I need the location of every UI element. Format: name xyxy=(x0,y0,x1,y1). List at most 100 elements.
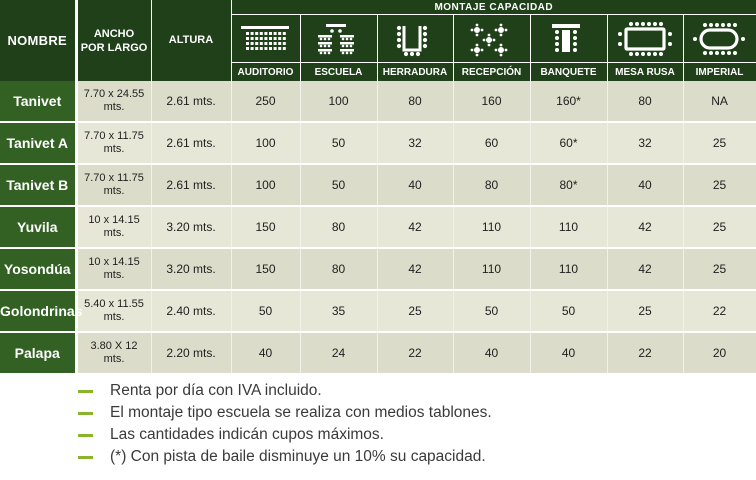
horseshoe-seating-icon xyxy=(378,20,453,58)
room-dimensions: 10 x 14.15 mts. xyxy=(76,206,152,249)
note-text: Renta por día con IVA incluido. xyxy=(110,382,322,399)
capacity-value: 80* xyxy=(530,164,608,207)
room-name: Yosondúa xyxy=(0,248,78,291)
layout-icon-cell xyxy=(607,14,684,63)
capacity-value: 42 xyxy=(607,248,684,291)
room-height: 2.61 mts. xyxy=(151,122,232,165)
table-row: Tanivet B 7.70 x 11.75 mts. 2.61 mts. 100 50… xyxy=(0,164,756,207)
room-dimensions: 7.70 x 11.75 mts. xyxy=(76,164,152,207)
capacity-value: 25 xyxy=(377,290,454,333)
capacity-value: 160* xyxy=(530,81,608,123)
column-group-montaje-capacidad: MONTAJE CAPACIDAD xyxy=(231,0,756,15)
capacity-table: NOMBRE ANCHO POR LARGO ALTURA MONTAJE CA… xyxy=(0,0,756,375)
capacity-value: 80 xyxy=(377,81,454,123)
room-dimensions: 5.40 x 11.55 mts. xyxy=(76,290,152,333)
room-dimensions: 3.80 X 12 mts. xyxy=(76,332,152,375)
column-header-layout: BANQUETE xyxy=(530,62,608,81)
note-item: (*) Con pista de baile disminuye un 10% … xyxy=(78,446,492,468)
layout-icon-cell xyxy=(377,14,454,63)
layout-icon-cell xyxy=(530,14,608,63)
column-header-layout: MESA RUSA xyxy=(607,62,684,81)
capacity-value: 80 xyxy=(300,206,378,249)
capacity-value: 40 xyxy=(377,164,454,207)
capacity-value: 25 xyxy=(683,248,756,291)
capacity-value: 32 xyxy=(607,122,684,165)
layout-icon-cell xyxy=(300,14,378,63)
capacity-value: 25 xyxy=(683,122,756,165)
room-height: 3.20 mts. xyxy=(151,248,232,291)
capacity-value: 40 xyxy=(530,332,608,375)
note-item: El montaje tipo escuela se realiza con m… xyxy=(78,402,492,424)
column-header-layout: IMPERIAL xyxy=(683,62,756,81)
room-dimensions: 7.70 x 11.75 mts. xyxy=(76,122,152,165)
note-text: (*) Con pista de baile disminuye un 10% … xyxy=(110,448,486,465)
capacity-value: 110 xyxy=(530,206,608,249)
layout-icon-cell xyxy=(683,14,756,63)
capacity-value: 42 xyxy=(377,206,454,249)
bullet-dash-icon xyxy=(78,456,93,459)
room-height: 2.61 mts. xyxy=(151,164,232,207)
capacity-value: 25 xyxy=(683,164,756,207)
column-header-ancho-largo: ANCHO POR LARGO xyxy=(76,0,152,81)
capacity-value: 42 xyxy=(607,206,684,249)
note-item: Las cantidades indicán cupos máximos. xyxy=(78,424,492,446)
capacity-value: 110 xyxy=(453,248,531,291)
capacity-value: 100 xyxy=(300,81,378,123)
bullet-dash-icon xyxy=(78,390,93,393)
room-name: Yuvila xyxy=(0,206,78,249)
column-header-layout: AUDITORIO xyxy=(231,62,301,81)
room-height: 2.40 mts. xyxy=(151,290,232,333)
table-row: Yuvila 10 x 14.15 mts. 3.20 mts. 150 80 42 110… xyxy=(0,206,756,249)
capacity-value: 42 xyxy=(377,248,454,291)
note-text: Las cantidades indicán cupos máximos. xyxy=(110,426,384,443)
auditorium-seating-icon xyxy=(232,20,300,58)
note-item: Renta por día con IVA incluido. xyxy=(78,380,492,402)
note-text: El montaje tipo escuela se realiza con m… xyxy=(110,404,492,421)
column-header-ancho-largo-text: ANCHO POR LARGO xyxy=(80,27,148,54)
layout-icon-cell xyxy=(231,14,301,63)
capacity-value: 150 xyxy=(231,248,301,291)
capacity-value: 40 xyxy=(607,164,684,207)
room-dimensions: 7.70 x 24.55 mts. xyxy=(76,81,152,123)
imperial-seating-icon xyxy=(684,20,756,58)
russian-table-seating-icon xyxy=(608,20,683,58)
room-height: 2.61 mts. xyxy=(151,81,232,123)
capacity-value: 40 xyxy=(453,332,531,375)
capacity-value: 100 xyxy=(231,122,301,165)
room-name: Tanivet A xyxy=(0,122,78,165)
capacity-value: 60* xyxy=(530,122,608,165)
capacity-value: 110 xyxy=(453,206,531,249)
classroom-seating-icon xyxy=(301,20,377,58)
capacity-value: 100 xyxy=(231,164,301,207)
capacity-value: 35 xyxy=(300,290,378,333)
capacity-value: 25 xyxy=(683,206,756,249)
table-row: Palapa 3.80 X 12 mts. 2.20 mts. 40 24 22 40 40 2… xyxy=(0,332,756,375)
capacity-value: 32 xyxy=(377,122,454,165)
capacity-value: 20 xyxy=(683,332,756,375)
capacity-value: 50 xyxy=(300,164,378,207)
bullet-dash-icon xyxy=(78,434,93,437)
capacity-value: 24 xyxy=(300,332,378,375)
capacity-value: 80 xyxy=(453,164,531,207)
capacity-value: 160 xyxy=(453,81,531,123)
capacity-value: 110 xyxy=(530,248,608,291)
notes-list: Renta por día con IVA incluido. El montaj… xyxy=(78,380,492,468)
capacity-value: 250 xyxy=(231,81,301,123)
room-height: 3.20 mts. xyxy=(151,206,232,249)
capacity-value: 50 xyxy=(530,290,608,333)
column-header-nombre: NOMBRE xyxy=(0,0,78,81)
capacity-value: 50 xyxy=(300,122,378,165)
room-height: 2.20 mts. xyxy=(151,332,232,375)
table-row: Yosondúa 10 x 14.15 mts. 3.20 mts. 150 80 42 1… xyxy=(0,248,756,291)
banquet-seating-icon xyxy=(531,20,607,58)
table-row: Golondrinas 5.40 x 11.55 mts. 2.40 mts. 50 3… xyxy=(0,290,756,333)
capacity-value: 50 xyxy=(231,290,301,333)
room-name: Palapa xyxy=(0,332,78,375)
capacity-value: 22 xyxy=(377,332,454,375)
table-row: Tanivet A 7.70 x 11.75 mts. 2.61 mts. 100 50… xyxy=(0,122,756,165)
column-header-layout: HERRADURA xyxy=(377,62,454,81)
capacity-value: 50 xyxy=(453,290,531,333)
bullet-dash-icon xyxy=(78,412,93,415)
capacity-value: 40 xyxy=(231,332,301,375)
